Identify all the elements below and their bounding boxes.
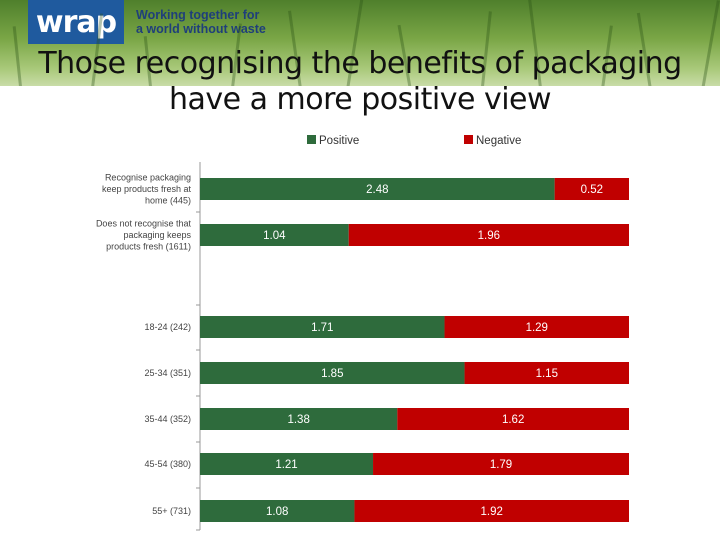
slide-title-line-1: Those recognising the benefits of packag… bbox=[38, 46, 682, 81]
bar-negative bbox=[464, 362, 629, 384]
bar-positive bbox=[200, 362, 465, 384]
data-label-positive: 1.08 bbox=[266, 506, 288, 518]
legend-label-negative: Negative bbox=[476, 135, 521, 147]
legend-swatch-positive bbox=[307, 135, 316, 144]
category-label: 35-44 (352) bbox=[144, 414, 191, 424]
wrap-logo: wrap bbox=[28, 0, 124, 44]
data-label-positive: 1.21 bbox=[275, 459, 297, 471]
data-label-negative: 0.52 bbox=[581, 184, 603, 196]
tagline-line-1: Working together for bbox=[136, 8, 260, 22]
data-label-negative: 1.79 bbox=[490, 459, 512, 471]
data-label-negative: 1.15 bbox=[536, 368, 558, 380]
bar-negative bbox=[348, 224, 629, 246]
data-label-positive: 1.85 bbox=[321, 368, 343, 380]
tagline: Working together for a world without was… bbox=[136, 8, 266, 36]
logo-text: wrap bbox=[35, 4, 117, 40]
data-label-positive: 2.48 bbox=[366, 184, 388, 196]
data-label-negative: 1.92 bbox=[481, 506, 503, 518]
category-label: 55+ (731) bbox=[152, 506, 191, 516]
bar-positive bbox=[200, 408, 398, 430]
data-label-negative: 1.96 bbox=[478, 230, 500, 242]
header-banner: wrap Working together for a world withou… bbox=[0, 0, 720, 86]
slide-title-line-2: have a more positive view bbox=[168, 82, 552, 117]
bar-positive bbox=[200, 316, 445, 338]
bar-negative bbox=[397, 408, 629, 430]
category-label-line: packaging keeps bbox=[123, 230, 191, 240]
category-label: Does not recognise that packaging keeps pr… bbox=[96, 219, 192, 252]
data-label-positive: 1.71 bbox=[311, 322, 333, 334]
category-label-line: 18-24 (242) bbox=[144, 322, 191, 332]
category-label-line: products fresh (1611) bbox=[106, 242, 191, 252]
legend-label-positive: Positive bbox=[319, 135, 359, 147]
bar-positive bbox=[200, 224, 349, 246]
category-label-line: 55+ (731) bbox=[152, 506, 191, 516]
data-label-negative: 1.29 bbox=[526, 322, 548, 334]
category-label: 45-54 (380) bbox=[144, 459, 191, 469]
category-label-line: 45-54 (380) bbox=[144, 459, 191, 469]
bar-negative bbox=[354, 500, 629, 522]
category-label-line: Does not recognise that bbox=[96, 219, 192, 229]
bar-positive bbox=[200, 453, 374, 475]
category-label-line: home (445) bbox=[145, 196, 191, 206]
category-label-line: 35-44 (352) bbox=[144, 414, 191, 424]
category-label: Recognise packaging keep products fresh a… bbox=[102, 173, 192, 206]
bar-negative bbox=[373, 453, 629, 475]
bar-positive bbox=[200, 500, 355, 522]
category-label: 25-34 (351) bbox=[144, 368, 191, 378]
data-label-negative: 1.62 bbox=[502, 414, 524, 426]
data-label-positive: 1.04 bbox=[263, 230, 286, 242]
bar-negative bbox=[444, 316, 629, 338]
category-label: 18-24 (242) bbox=[144, 322, 191, 332]
tagline-line-2: a world without waste bbox=[136, 22, 266, 36]
category-label-line: 25-34 (351) bbox=[144, 368, 191, 378]
bar-positive bbox=[200, 178, 555, 200]
data-label-positive: 1.38 bbox=[287, 414, 309, 426]
slide-title: Those recognising the benefits of packag… bbox=[0, 46, 720, 118]
category-label-line: keep products fresh at bbox=[102, 184, 192, 194]
category-label-line: Recognise packaging bbox=[105, 173, 191, 183]
bar-negative bbox=[554, 178, 629, 200]
legend-swatch-negative bbox=[464, 135, 473, 144]
